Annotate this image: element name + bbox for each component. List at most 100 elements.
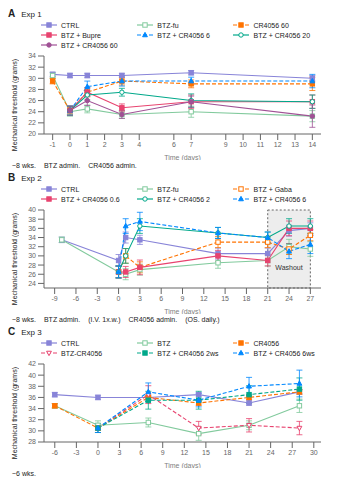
svg-text:40: 40 [28, 206, 36, 213]
svg-text:11: 11 [257, 141, 264, 148]
svg-text:36: 36 [28, 225, 36, 232]
svg-text:28: 28 [28, 262, 36, 269]
html-text:A: A [8, 8, 16, 19]
html-text:BTZ admin.: BTZ admin. [43, 315, 81, 323]
svg-text:42: 42 [28, 360, 36, 367]
html-text:BTZ + CR4056 6: BTZ + CR4056 6 [157, 31, 210, 39]
svg-text:30: 30 [28, 75, 36, 82]
svg-text:2: 2 [103, 141, 107, 148]
svg-text:34: 34 [28, 52, 36, 59]
svg-text:24: 24 [267, 449, 275, 456]
svg-text:18: 18 [243, 295, 251, 302]
svg-text:-3: -3 [94, 295, 100, 302]
svg-text:34: 34 [28, 405, 36, 412]
html-text:BTZ admin.: BTZ admin. [43, 161, 81, 169]
html-text:C: C [8, 326, 16, 337]
svg-text:9: 9 [181, 295, 185, 302]
html-text:Mechanical threshold (grams): Mechanical threshold (grams) [10, 58, 18, 152]
html-text:BTZ + CR4056 6: BTZ + CR4056 6 [253, 195, 307, 203]
html-text:CR4056 admin.: CR4056 admin. [88, 161, 137, 169]
svg-text:3: 3 [138, 295, 142, 302]
svg-text:30: 30 [28, 252, 36, 259]
svg-text:18: 18 [224, 449, 232, 456]
svg-text:12: 12 [200, 295, 208, 302]
svg-text:1: 1 [85, 141, 89, 148]
svg-text:Time (days): Time (days) [164, 308, 201, 314]
svg-text:0: 0 [68, 141, 72, 148]
svg-text:7: 7 [189, 141, 193, 148]
html-text:CR4056 60: CR4056 60 [253, 21, 289, 29]
svg-text:15: 15 [221, 295, 229, 302]
svg-text:22: 22 [28, 119, 36, 126]
html-text:BTZ-fu: BTZ-fu [157, 185, 179, 193]
svg-text:34: 34 [28, 234, 36, 241]
svg-text:0: 0 [96, 449, 100, 456]
html-text:Exp 1: Exp 1 [21, 10, 42, 19]
svg-text:14: 14 [308, 141, 316, 148]
html-text:(OS. daily.): (OS. daily.) [185, 315, 220, 323]
html-text:~8 wks.: ~8 wks. [12, 315, 36, 323]
svg-text:21: 21 [264, 295, 272, 302]
html-text:CR4056 admin.: CR4056 admin. [128, 315, 178, 323]
html-text:~8 wks.: ~8 wks. [12, 161, 36, 169]
svg-text:24: 24 [28, 108, 36, 115]
svg-text:26: 26 [28, 97, 36, 104]
svg-text:20: 20 [28, 130, 36, 137]
html-text:BTZ + CR4056 60: BTZ + CR4056 60 [61, 41, 118, 49]
svg-text:10: 10 [239, 141, 247, 148]
svg-text:Time (days): Time (days) [164, 154, 201, 160]
svg-text:4: 4 [137, 141, 141, 148]
svg-text:-3: -3 [73, 449, 79, 456]
html-text:BTZ + CR4056 2: BTZ + CR4056 2 [157, 195, 210, 203]
svg-text:12: 12 [180, 449, 188, 456]
svg-text:6: 6 [139, 449, 143, 456]
svg-text:28: 28 [28, 86, 36, 93]
html-text:BTZ + Bupre: BTZ + Bupre [61, 31, 101, 39]
html-text:Exp 2: Exp 2 [21, 174, 42, 183]
svg-text:12: 12 [274, 141, 282, 148]
svg-text:32: 32 [28, 64, 36, 71]
svg-text:24: 24 [28, 280, 36, 287]
svg-text:30: 30 [310, 449, 318, 456]
svg-text:-6: -6 [73, 295, 79, 302]
svg-text:3: 3 [120, 141, 124, 148]
svg-text:3: 3 [118, 449, 122, 456]
html-text:Mechanical threshold (grams): Mechanical threshold (grams) [10, 212, 18, 306]
svg-text:36: 36 [28, 394, 36, 401]
svg-text:27: 27 [288, 449, 296, 456]
svg-text:40: 40 [28, 372, 36, 379]
html-text:CTRL: CTRL [61, 185, 80, 193]
html-text:BTZ + CR4056 20: BTZ + CR4056 20 [253, 31, 311, 39]
html-text:CTRL: CTRL [61, 339, 80, 347]
html-text:CTRL: CTRL [61, 21, 80, 29]
svg-text:38: 38 [28, 383, 36, 390]
svg-text:6: 6 [159, 295, 163, 302]
svg-text:Time (days): Time (days) [164, 462, 201, 468]
svg-text:-9: -9 [52, 295, 58, 302]
svg-text:21: 21 [245, 449, 253, 456]
html-text:BTZ: BTZ [157, 339, 171, 347]
svg-text:32: 32 [28, 243, 36, 250]
svg-text:-1: -1 [50, 141, 56, 148]
svg-text:6: 6 [172, 141, 176, 148]
html-text:B: B [8, 172, 16, 183]
svg-text:24: 24 [285, 295, 293, 302]
svg-text:38: 38 [28, 216, 36, 223]
svg-text:Washout: Washout [275, 264, 302, 271]
svg-text:26: 26 [28, 271, 36, 278]
svg-text:15: 15 [202, 449, 210, 456]
html-text:(I.V. 1x.w.): (I.V. 1x.w.) [88, 315, 121, 323]
svg-text:13: 13 [291, 141, 299, 148]
svg-text:30: 30 [28, 427, 36, 434]
svg-text:0: 0 [117, 295, 121, 302]
html-text:BTZ-fu: BTZ-fu [157, 21, 179, 29]
svg-text:9: 9 [161, 449, 165, 456]
html-text:BTZ + CR4056 0.6: BTZ + CR4056 0.6 [61, 195, 120, 203]
svg-text:-6: -6 [52, 449, 58, 456]
html-text:BTZ + Gaba: BTZ + Gaba [253, 185, 292, 193]
html-text:Exp 3: Exp 3 [21, 328, 42, 337]
svg-text:9: 9 [224, 141, 228, 148]
svg-text:28: 28 [28, 438, 36, 445]
svg-text:32: 32 [28, 416, 36, 423]
svg-text:27: 27 [306, 295, 314, 302]
